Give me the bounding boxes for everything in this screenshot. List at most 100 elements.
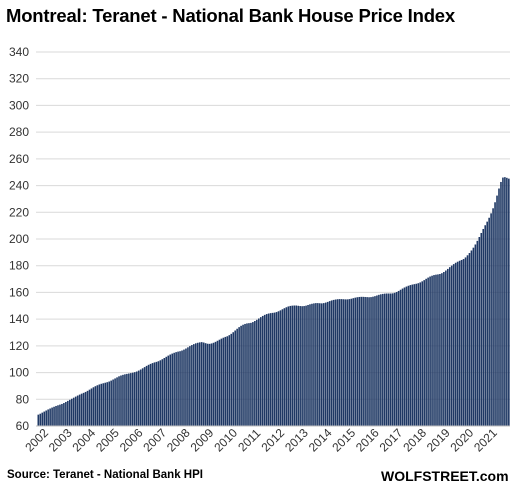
index-bar	[196, 342, 199, 426]
index-bar	[324, 302, 327, 426]
index-bar	[185, 348, 187, 426]
index-bar	[59, 404, 61, 426]
index-bar	[147, 364, 150, 426]
index-bar	[433, 275, 435, 426]
y-tick-label: 320	[9, 72, 29, 86]
index-bar	[63, 403, 65, 426]
index-bar	[368, 297, 370, 426]
x-tick-label: 2009	[188, 426, 217, 455]
index-bar	[179, 351, 181, 426]
index-bar	[439, 274, 441, 426]
x-tick-label: 2020	[447, 426, 476, 455]
index-bar	[319, 303, 321, 426]
index-bar	[137, 370, 140, 426]
index-bar	[128, 373, 130, 426]
index-bar	[425, 278, 427, 426]
index-bar	[338, 299, 341, 426]
index-bar	[291, 305, 294, 426]
index-bar	[222, 337, 225, 426]
index-bar	[193, 344, 195, 426]
y-tick-label: 340	[9, 45, 29, 59]
index-bar	[289, 305, 292, 426]
index-bar	[86, 390, 89, 426]
index-bar	[232, 332, 235, 426]
index-bar	[240, 325, 242, 426]
index-bar	[181, 350, 183, 426]
index-bar	[423, 280, 425, 426]
index-bar	[61, 403, 63, 426]
index-bar	[382, 293, 384, 426]
index-bar	[246, 323, 248, 426]
index-bar	[159, 360, 162, 426]
x-tick-label: 2017	[377, 426, 406, 455]
index-bar	[204, 343, 207, 426]
index-bar	[74, 396, 77, 426]
index-bar	[498, 188, 500, 426]
index-bar	[494, 202, 496, 426]
index-bar	[287, 306, 290, 426]
index-bar	[277, 311, 280, 426]
index-bar	[236, 328, 238, 426]
index-bar	[132, 372, 134, 426]
x-tick-label: 2004	[69, 426, 98, 455]
index-bar	[224, 336, 227, 426]
x-tick-label: 2007	[140, 426, 169, 455]
index-bar	[167, 355, 170, 426]
index-bar	[116, 377, 118, 426]
index-bar	[175, 352, 177, 426]
index-bar	[303, 306, 305, 426]
index-bar	[468, 253, 471, 426]
index-bar	[313, 303, 315, 426]
index-bar	[108, 381, 110, 426]
index-bar	[252, 322, 254, 426]
index-bar	[502, 177, 504, 426]
index-bar	[55, 405, 57, 426]
x-axis-ticks: 2002200320042005200620072008200920102011…	[22, 426, 500, 455]
index-bar	[258, 318, 260, 426]
index-bar	[326, 301, 329, 426]
index-bar	[393, 292, 396, 426]
index-bar	[429, 276, 431, 426]
x-tick-label: 2006	[117, 426, 146, 455]
index-bar	[283, 308, 286, 426]
index-bar	[395, 292, 398, 426]
index-bar	[202, 342, 205, 426]
index-bar	[330, 300, 333, 426]
index-bar	[187, 347, 189, 426]
index-bar	[65, 401, 67, 426]
index-bar	[256, 319, 258, 426]
index-bar	[78, 394, 81, 426]
index-bar	[476, 240, 479, 426]
index-bar	[265, 314, 268, 426]
index-bar	[387, 293, 390, 426]
x-tick-label: 2021	[471, 426, 500, 455]
index-bar	[210, 343, 213, 426]
index-bar	[238, 327, 240, 426]
index-bar	[220, 338, 223, 426]
y-tick-label: 100	[9, 366, 29, 380]
index-bar	[139, 369, 142, 426]
index-bar	[317, 303, 319, 426]
index-bar	[234, 330, 236, 426]
index-bar	[102, 383, 105, 426]
x-tick-label: 2013	[282, 426, 311, 455]
index-bar	[411, 284, 414, 426]
index-bar	[435, 274, 437, 426]
index-bar	[261, 315, 264, 426]
index-bar	[466, 255, 469, 426]
index-bar	[141, 368, 144, 426]
index-bar	[447, 268, 449, 426]
index-bar	[409, 285, 412, 426]
index-bar	[384, 293, 386, 426]
index-bar	[492, 208, 494, 426]
index-bar	[45, 410, 47, 426]
x-tick-label: 2003	[46, 426, 75, 455]
index-bar	[163, 358, 166, 426]
y-axis-ticks: 60 80 100 120 140 160 180 200 220 240 260 280 300 320…	[9, 45, 29, 433]
index-bar	[391, 293, 394, 426]
x-tick-label: 2012	[258, 426, 287, 455]
y-tick-label: 120	[9, 339, 29, 353]
index-bar	[149, 363, 152, 426]
index-bar	[263, 314, 266, 426]
index-bar	[417, 283, 420, 426]
